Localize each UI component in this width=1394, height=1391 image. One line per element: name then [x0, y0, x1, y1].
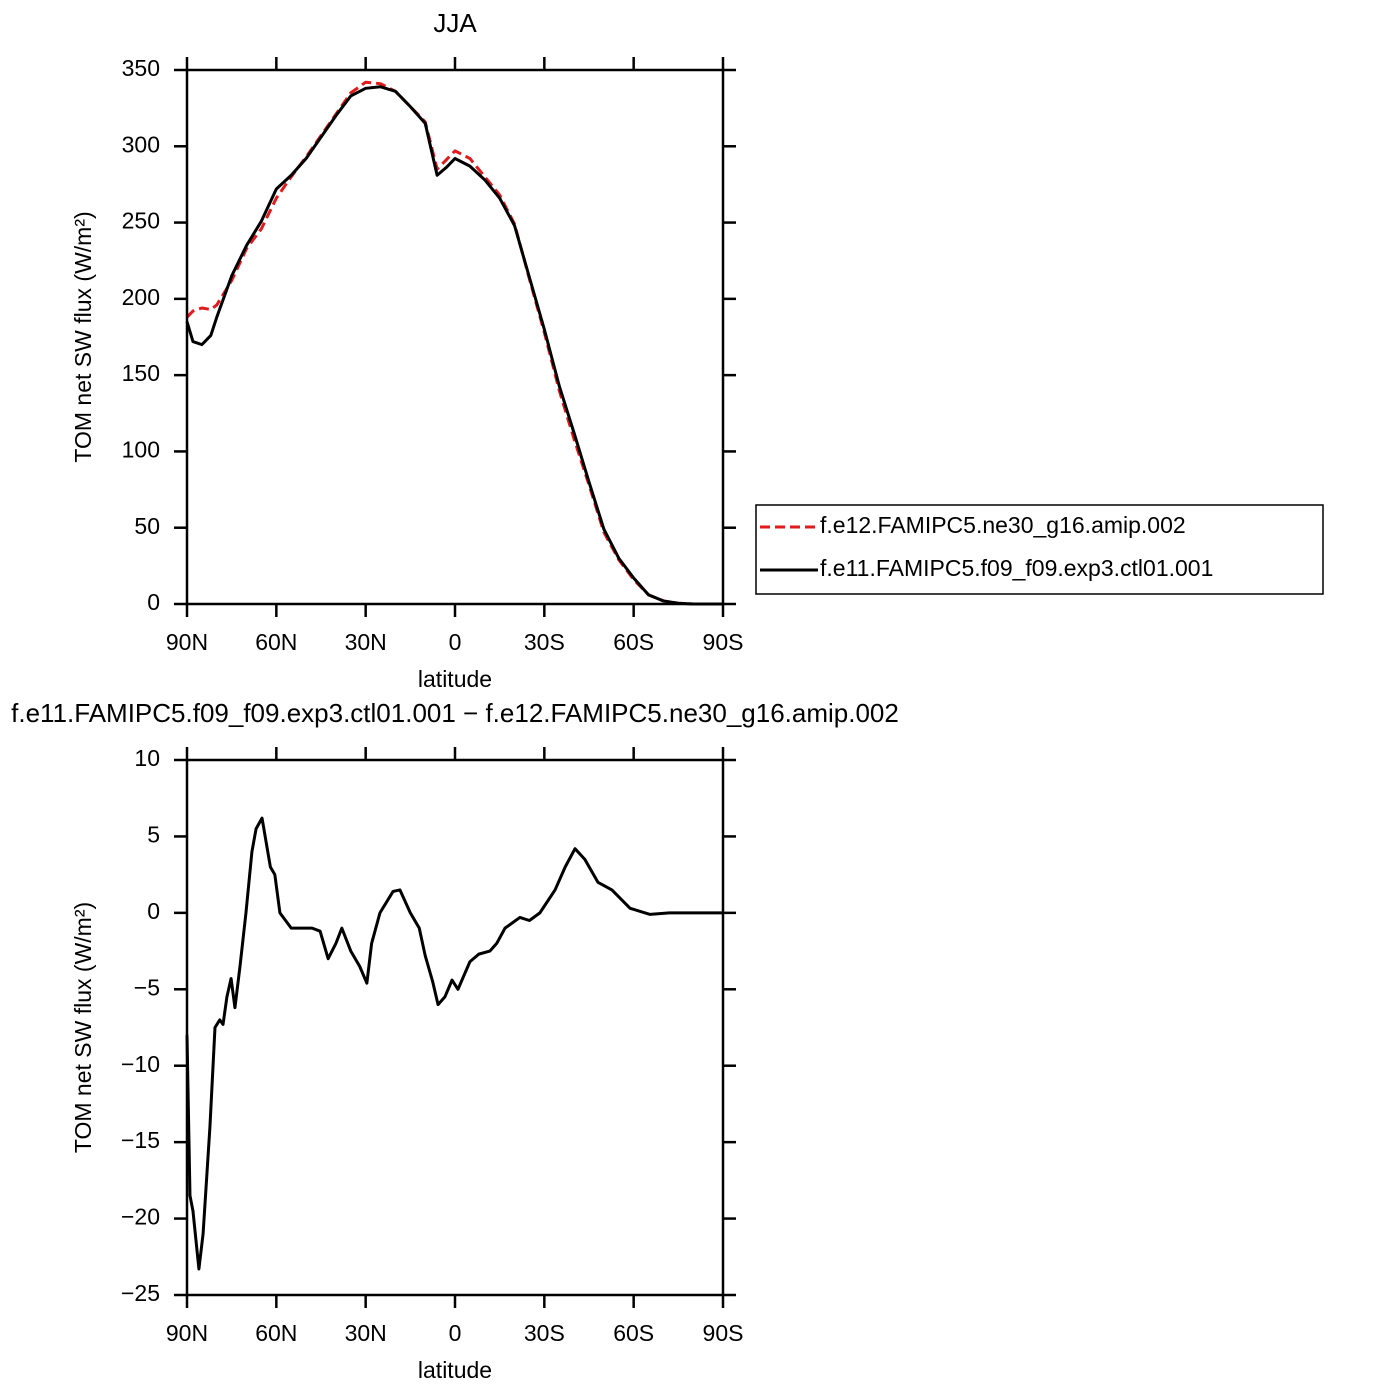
y-tick-label: −15: [121, 1127, 160, 1153]
x-tick-label: 90N: [166, 629, 208, 655]
x-tick-label: 60S: [613, 629, 654, 655]
chart-title: JJA: [433, 8, 477, 38]
x-axis-label: latitude: [418, 1357, 492, 1383]
x-tick-label: 30N: [345, 629, 387, 655]
x-tick-label: 0: [449, 629, 462, 655]
legend-label: f.e12.FAMIPC5.ne30_g16.amip.002: [820, 512, 1186, 538]
y-tick-label: 350: [122, 55, 160, 81]
y-tick-label: 0: [147, 589, 160, 615]
x-axis-label: latitude: [418, 666, 492, 692]
y-tick-label: 10: [134, 745, 160, 771]
data-line: [185, 80, 723, 606]
data-line: [185, 816, 723, 1271]
y-axis-label: TOM net SW flux (W/m²): [70, 211, 96, 462]
y-tick-label: 300: [122, 131, 160, 157]
y-tick-label: −10: [121, 1051, 160, 1077]
x-tick-label: 30S: [524, 629, 565, 655]
y-axis-label: TOM net SW flux (W/m²): [70, 902, 96, 1153]
legend-label: f.e11.FAMIPC5.f09_f09.exp3.ctl01.001: [820, 555, 1213, 581]
y-tick-label: 250: [122, 208, 160, 234]
plot-frame: [185, 68, 725, 606]
y-tick-label: −5: [134, 974, 160, 1000]
y-tick-label: 5: [147, 822, 160, 848]
y-tick-label: 150: [122, 360, 160, 386]
x-tick-label: 60N: [255, 1320, 297, 1346]
y-tick-label: 50: [134, 513, 160, 539]
x-tick-label: 30N: [345, 1320, 387, 1346]
x-tick-label: 90N: [166, 1320, 208, 1346]
y-tick-label: −20: [121, 1204, 160, 1230]
x-tick-label: 90S: [703, 629, 744, 655]
x-tick-label: 90S: [703, 1320, 744, 1346]
y-tick-label: 200: [122, 284, 160, 310]
chart-title: f.e11.FAMIPC5.f09_f09.exp3.ctl01.001 − f…: [11, 698, 899, 728]
y-tick-label: −25: [121, 1280, 160, 1306]
y-tick-label: 100: [122, 437, 160, 463]
data-line: [185, 85, 723, 606]
legend-box: [755, 504, 1324, 595]
x-tick-label: 60S: [613, 1320, 654, 1346]
y-tick-label: 0: [147, 898, 160, 924]
plot-frame: [185, 758, 725, 1297]
x-tick-label: 0: [449, 1320, 462, 1346]
x-tick-label: 30S: [524, 1320, 565, 1346]
x-tick-label: 60N: [255, 629, 297, 655]
